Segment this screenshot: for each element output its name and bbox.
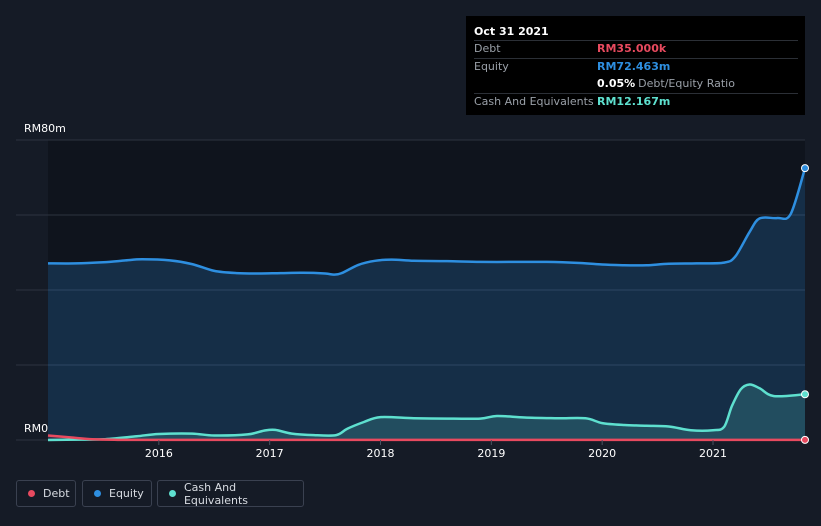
x-tick-label: 2021 — [699, 447, 727, 460]
tooltip-ratio-spacer — [474, 76, 597, 93]
x-tick-label: 2019 — [477, 447, 505, 460]
cash-and-equivalents-area — [48, 384, 805, 440]
equity-endpoint — [801, 164, 809, 173]
x-tick-label: 2020 — [588, 447, 616, 460]
tooltip-equity-value: RM72.463m — [597, 60, 671, 73]
tooltip-debt-label: Debt — [474, 42, 501, 55]
legend-debt-label: Debt — [43, 487, 70, 500]
cash-and-equivalents-line — [47, 383, 806, 442]
tooltip-ratio-value: 0.05% — [597, 77, 636, 90]
legend-item-equity[interactable]: Equity — [82, 480, 152, 507]
tooltip-debt-value: RM35.000k — [597, 42, 667, 55]
tooltip-cash-value: RM12.167m — [597, 95, 671, 108]
equity-area — [48, 168, 805, 440]
debt-dot-icon — [28, 490, 35, 497]
tooltip-date: Oct 31 2021 — [474, 25, 549, 38]
x-tick-label: 2016 — [145, 447, 173, 460]
x-tick-label: 2017 — [256, 447, 284, 460]
debt-endpoint — [801, 435, 809, 444]
legend-item-debt[interactable]: Debt — [16, 480, 76, 507]
equity-dot-icon — [94, 490, 101, 497]
tooltip-equity-label: Equity — [474, 60, 509, 73]
tooltip-ratio-label: Debt/Equity Ratio — [638, 77, 735, 90]
x-tick-label: 2018 — [367, 447, 395, 460]
legend-cash-label: Cash And Equivalents — [183, 480, 249, 507]
tooltip: Oct 31 2021 Debt RM35.000k Equity RM72.4… — [466, 16, 805, 115]
legend-item-cash[interactable]: Cash And Equivalents — [157, 480, 304, 507]
y-axis-min-label: RM0 — [24, 422, 49, 435]
y-axis-max-label: RM80m — [24, 122, 66, 135]
equity-line — [47, 167, 807, 276]
tooltip-cash-label: Cash And Equivalents — [474, 95, 594, 108]
debt-line — [47, 434, 805, 442]
legend-equity-label: Equity — [109, 487, 144, 500]
cash-dot-icon — [169, 490, 176, 497]
cash-and-equivalents-endpoint — [801, 390, 809, 399]
